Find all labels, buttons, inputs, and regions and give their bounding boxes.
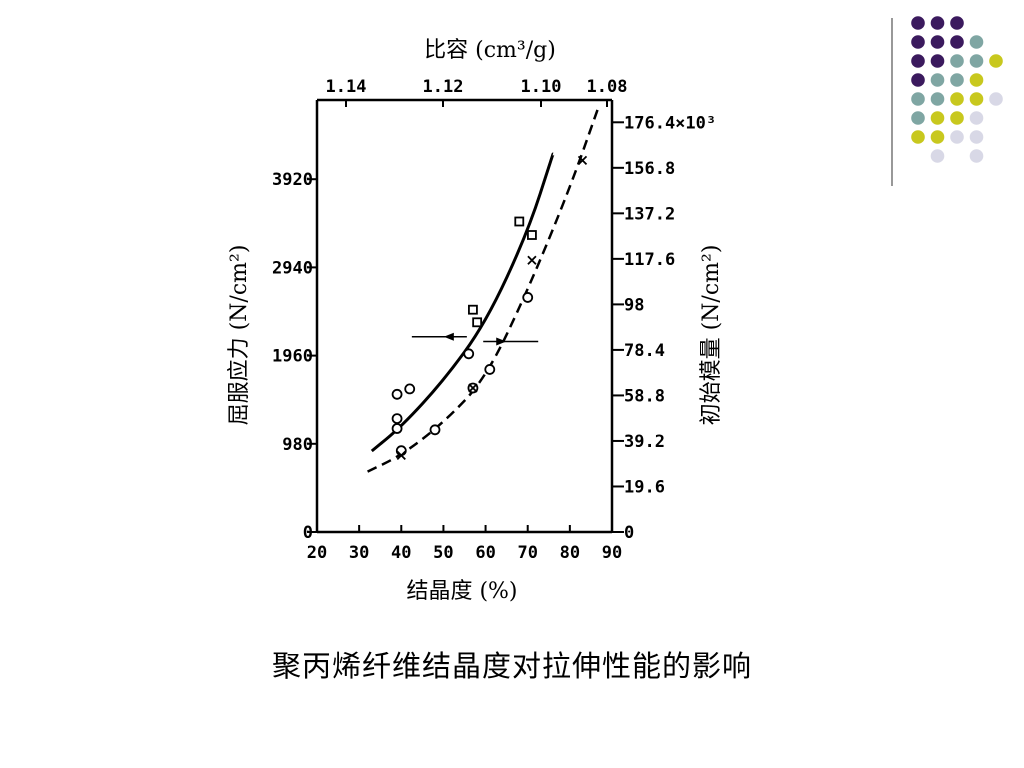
x-tick-label: 40 xyxy=(391,543,411,563)
x-tick-label: 50 xyxy=(433,543,453,563)
data-point-square xyxy=(527,230,537,240)
data-point-cross xyxy=(577,155,588,166)
series-curve-2 xyxy=(367,104,601,473)
top-axis-title: 比容 (cm³/g) xyxy=(424,38,556,63)
right-y-axis-title: 初始模量 (N/cm²) xyxy=(699,245,724,426)
decoration-dot xyxy=(969,111,984,125)
x-tick-label: 70 xyxy=(517,543,537,563)
figure-caption: 聚丙烯纤维结晶度对拉伸性能的影响 xyxy=(271,649,752,683)
decoration-dot xyxy=(911,92,925,106)
decoration-dot xyxy=(911,35,925,49)
right-tick-label: 117.6 xyxy=(624,250,675,270)
data-point-circle xyxy=(463,348,475,360)
left-tick-label: 2940 xyxy=(272,258,313,278)
series-curve-1 xyxy=(370,153,555,453)
decoration-dot xyxy=(950,92,964,106)
decoration-dot xyxy=(989,92,1003,106)
decoration-dot xyxy=(969,149,984,163)
right-tick-label: 176.4×10³ xyxy=(624,113,716,133)
decoration-dot xyxy=(930,149,945,163)
decoration-dot xyxy=(950,73,964,87)
data-point-square xyxy=(468,304,478,315)
x-tick-label: 60 xyxy=(475,543,495,563)
decoration-dot xyxy=(911,16,925,30)
decoration-dot xyxy=(969,35,984,49)
decoration-dot xyxy=(930,35,945,49)
decoration-dot xyxy=(969,130,984,144)
decoration-dot xyxy=(930,54,945,68)
chart: 比容 (cm³/g) 结晶度 (%) 屈服应力 (N/cm²) 初始模量 (N/… xyxy=(227,38,724,604)
left-tick-label: 3920 xyxy=(272,170,313,190)
decoration-dot xyxy=(911,111,925,125)
top-tick-label: 1.08 xyxy=(587,77,628,97)
right-tick-label: 39.2 xyxy=(624,432,665,452)
decoration-dot xyxy=(950,35,964,49)
left-tick-label: 1960 xyxy=(272,347,313,367)
data-point-cross xyxy=(468,383,478,393)
decoration-dot xyxy=(950,16,964,30)
right-tick-label: 78.4 xyxy=(624,341,665,361)
decoration-dot xyxy=(911,130,925,144)
data-point-square xyxy=(514,216,525,227)
decoration-dot xyxy=(930,111,945,125)
right-tick-label: 19.6 xyxy=(624,477,665,497)
data-point-circle xyxy=(429,424,441,436)
data-point-cross xyxy=(527,255,537,265)
left-tick-label: 0 xyxy=(303,523,313,543)
decoration-dot xyxy=(911,73,925,87)
right-tick-label: 0 xyxy=(624,523,634,543)
top-tick-label: 1.10 xyxy=(521,77,562,97)
decoration-dot xyxy=(930,130,945,144)
data-point-circle xyxy=(391,423,403,434)
right-tick-label: 156.8 xyxy=(624,159,675,179)
decoration-dot xyxy=(989,54,1003,68)
arrow-left-head xyxy=(443,332,454,341)
right-tick-label: 137.2 xyxy=(624,204,675,224)
decoration-dot xyxy=(911,54,925,68)
right-tick-label: 58.8 xyxy=(624,386,665,406)
top-tick-label: 1.14 xyxy=(326,77,367,97)
decoration-dot xyxy=(969,73,984,87)
decoration-dot xyxy=(930,92,945,106)
x-axis-title: 结晶度 (%) xyxy=(406,579,517,604)
data-point-circle xyxy=(395,445,407,457)
top-tick-label: 1.12 xyxy=(423,77,464,97)
left-y-axis-title: 屈服应力 (N/cm²) xyxy=(227,245,252,426)
decoration-dot xyxy=(950,54,964,68)
decoration-dot xyxy=(969,54,984,68)
decoration-dot xyxy=(950,111,964,125)
data-point-circle xyxy=(404,383,416,395)
decoration-dot xyxy=(969,92,984,106)
decoration-dots xyxy=(891,16,1003,186)
right-tick-label: 98 xyxy=(624,295,644,315)
x-tick-label: 30 xyxy=(349,543,369,563)
decoration-dot xyxy=(930,16,945,30)
data-point-cross xyxy=(396,450,406,460)
data-point-circle xyxy=(391,388,403,400)
arrow-right-head xyxy=(496,337,507,346)
left-tick-label: 980 xyxy=(282,435,313,455)
x-tick-label: 80 xyxy=(560,543,580,563)
data-point-circle xyxy=(522,292,534,303)
data-point-circle xyxy=(484,364,496,375)
decoration-dot xyxy=(930,73,945,87)
decoration-dot xyxy=(950,130,964,144)
data-point-square xyxy=(472,317,483,328)
data-point-circle xyxy=(391,413,403,425)
x-tick-label: 20 xyxy=(307,543,327,563)
x-tick-label: 90 xyxy=(602,543,622,563)
